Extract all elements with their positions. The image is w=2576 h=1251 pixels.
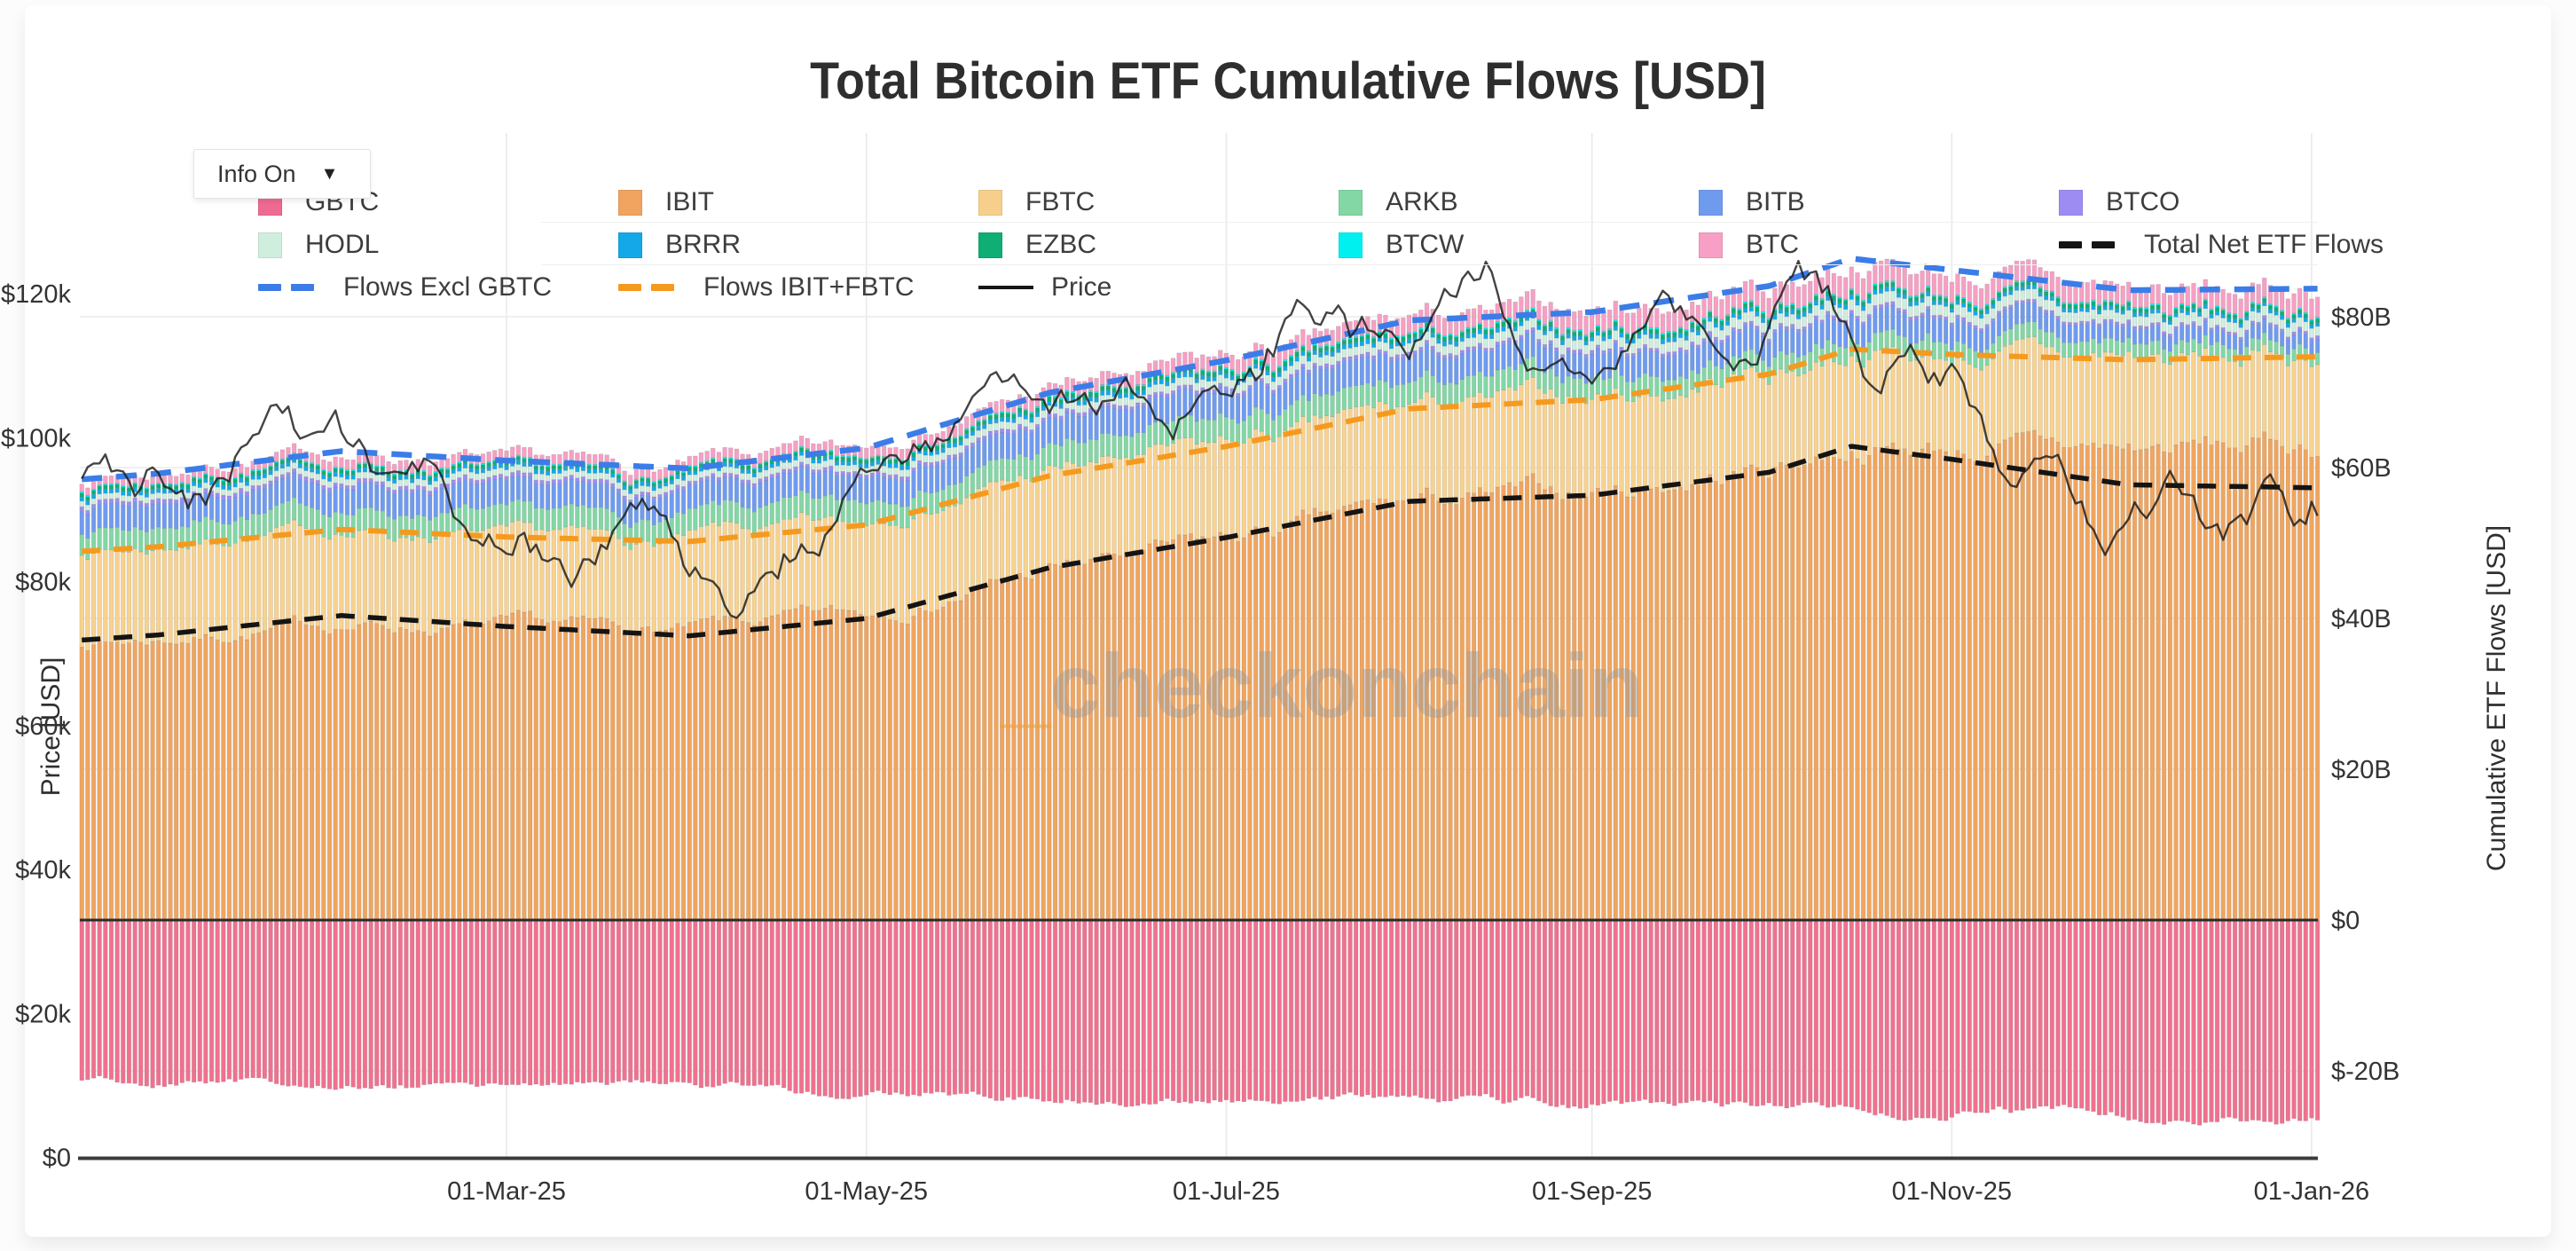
legend-item-flows-excl-gbtc[interactable]: Flows Excl GBTC [258,270,552,305]
legend-item-label: Price [1051,272,1112,302]
legend-swatch-icon [618,232,642,258]
legend-item-label: BRRR [665,230,742,259]
series-bitb-bars [79,302,2320,539]
legend-item-label: BTCW [1386,230,1465,259]
y-right-tick: $40B [2331,605,2391,633]
y-right-tick: $80B [2331,303,2391,332]
price-line [81,259,2319,619]
legend-swatch-icon [978,232,1002,258]
y-left-tick: $40k [15,856,71,885]
y-left-tick: $120k [1,280,72,309]
legend-item-bitb[interactable]: BITB [1699,185,1805,220]
legend-item-ezbc[interactable]: EZBC [978,227,1096,263]
legend-row-separator [541,264,2318,265]
x-axis-tick: 01-May-25 [805,1177,928,1206]
series-hodl-bars [79,288,2320,511]
series-brrr-bars [79,284,2320,506]
legend-item-label: FBTC [1025,187,1096,216]
watermark: _checkonchain [1000,635,1643,736]
legend-item-btco[interactable]: BTCO [2059,185,2179,220]
legend-item-ibit[interactable]: IBIT [618,185,714,220]
legend-item-btcw[interactable]: BTCW [1339,227,1464,263]
y-right-tick: $0 [2331,907,2360,935]
dropdown-arrow-icon: ▼ [320,163,339,184]
legend-line-icon [978,286,1033,289]
y-left-tick: $80k [15,569,71,597]
series-ezbc-bars [79,280,2320,501]
legend-item-arkb[interactable]: ARKB [1339,185,1458,220]
x-axis-tick: 01-Jul-25 [1173,1177,1280,1206]
legend-item-hodl[interactable]: HODL [258,227,379,263]
legend-dash-icon [618,284,684,291]
legend-swatch-icon [2059,189,2083,216]
info-on-label: Info On [217,160,296,187]
legend-swatch-icon [1699,232,1723,258]
legend-item-label: HODL [305,230,380,259]
y-left-tick: $60k [15,712,71,741]
x-axis-tick: 01-Sep-25 [1532,1177,1652,1206]
legend-dash-icon [2059,241,2124,248]
legend-row-separator [541,222,2318,223]
page-title: Total Bitcoin ETF Cumulative Flows [USD] [810,52,1766,110]
line-flows-ibit-fbtc [82,346,2318,555]
legend-swatch-icon [618,189,642,216]
y-left-tick: $0 [43,1145,71,1173]
legend-item-label: BTCO [2106,187,2180,216]
legend-item-label: IBIT [665,187,715,216]
x-axis-tick: 01-Jan-26 [2254,1177,2370,1206]
legend-swatch-icon [1339,232,1363,258]
legend-swatch-icon [978,189,1002,216]
legend-item-total-net-etf-flows[interactable]: Total Net ETF Flows [2059,227,2384,263]
legend-swatch-icon [1339,189,1363,216]
legend-item-label: EZBC [1025,230,1097,259]
series-btco-bars [79,298,2320,515]
y-right-tick: $60B [2331,454,2391,483]
legend-item-fbtc[interactable]: FBTC [978,185,1095,220]
y-right-tick: $-20B [2331,1058,2399,1086]
legend-item-brrr[interactable]: BRRR [618,227,741,263]
legend-item-label: Total Net ETF Flows [2144,230,2384,259]
legend-item-btc[interactable]: BTC [1699,227,1799,263]
legend-swatch-icon [258,232,282,258]
y-left-tick: $20k [15,1000,71,1028]
legend-item-label: BTC [1746,230,1799,259]
legend-item-flows-ibit-fbtc[interactable]: Flows IBIT+FBTC [618,270,915,305]
y-right-tick: $20B [2331,756,2391,784]
info-on-dropdown[interactable]: Info On ▼ [193,149,371,199]
legend-item-price[interactable]: Price [978,270,1111,305]
y-left-tick: $100k [1,424,72,452]
legend-item-label: ARKB [1386,187,1458,216]
series-gbtc-bars [79,919,2320,1126]
legend-item-label: BITB [1746,187,1805,216]
x-axis-tick: 01-Nov-25 [1892,1177,2012,1206]
line-total-net-etf-flows [82,444,2318,643]
legend-dash-icon [258,284,324,291]
legend-item-label: Flows Excl GBTC [343,272,553,302]
x-axis-tick: 01-Mar-25 [447,1177,566,1206]
legend-swatch-icon [1699,189,1723,216]
legend-item-label: Flows IBIT+FBTC [703,272,915,302]
